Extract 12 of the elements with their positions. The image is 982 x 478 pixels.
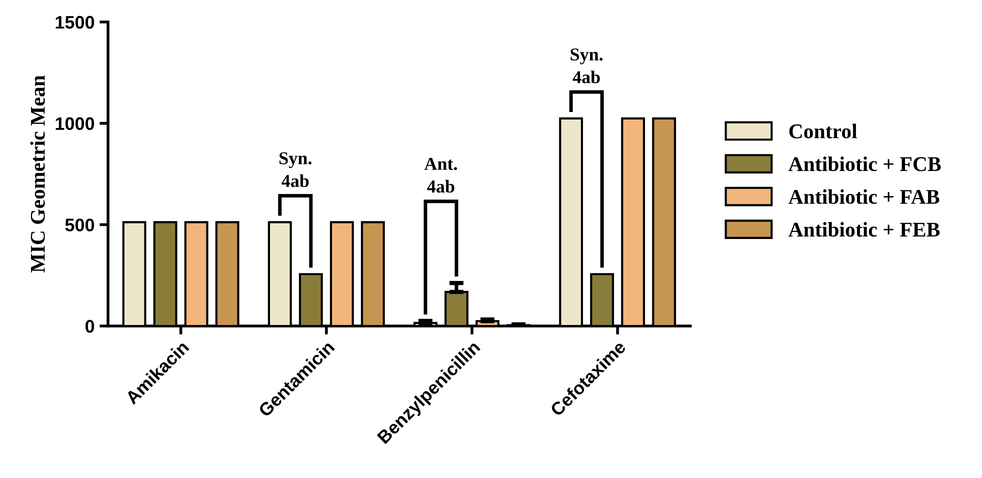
y-tick-label: 0: [86, 320, 94, 333]
y-tick-label: 1500: [56, 16, 94, 29]
legend-label: Antibiotic + FAB: [788, 189, 940, 204]
legend-label: Control: [789, 124, 858, 138]
y-tick-label: 500: [65, 218, 94, 232]
legend-label: Antibiotic + FEB: [788, 222, 940, 237]
y-axis-title: MIC Geometric Mean: [30, 75, 45, 273]
annotation: Ant. 4ab: [424, 158, 457, 193]
legend-label: Antibiotic + FCB: [788, 156, 941, 172]
y-tick-label: 1000: [56, 117, 94, 130]
annotation: Syn. 4ab: [280, 152, 312, 188]
annotation: Syn. 4ab: [570, 48, 603, 84]
